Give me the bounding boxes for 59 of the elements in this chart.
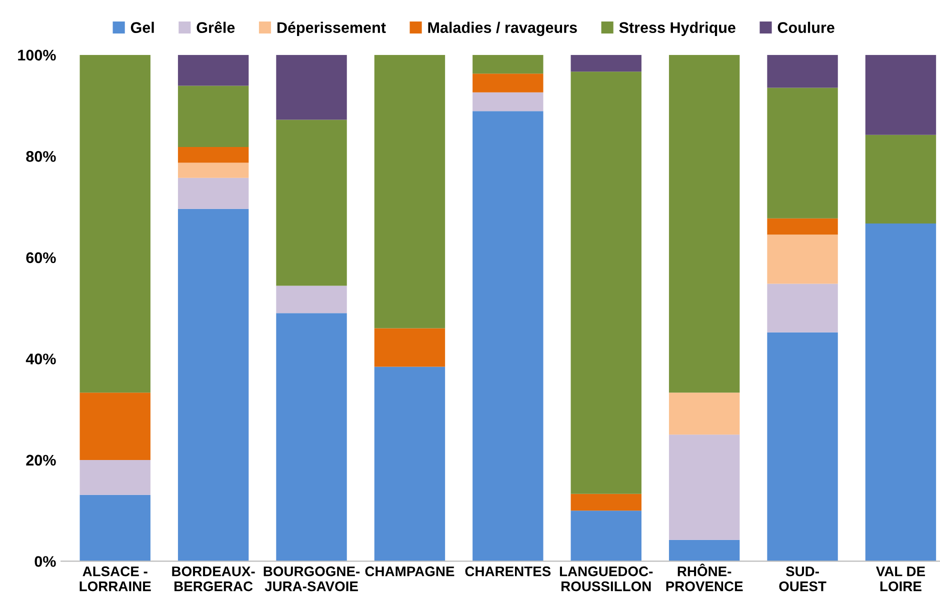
bar [472,92,544,112]
x-tick-label: BOURGOGNE- JURA-SAVOIE [264,566,360,592]
bar [865,54,936,135]
bar [80,460,150,495]
bar [767,332,838,562]
bar [374,328,446,367]
y-tick-label: 20% [26,454,56,466]
bar [178,178,249,209]
bar [767,218,838,235]
bar [570,510,642,562]
legend-label: Stress Hydrique [619,22,736,36]
legend-label: Déperissement [277,22,386,36]
y-tick-label: 40% [26,354,56,364]
bar [767,88,838,218]
bar [80,494,150,562]
x-tick-label: SUD- OUEST [779,566,826,592]
x-tick-label: CHAMPAGNE [365,566,454,576]
bar [767,234,838,284]
legend-label: Gel [130,22,154,33]
bar [276,54,347,120]
bar [374,54,446,328]
legend-label: Grêle [196,21,235,33]
bar [570,494,642,511]
y-tick-label: 80% [26,151,56,162]
x-tick-label: RHÔNE- PROVENCE [666,564,743,592]
bar [472,54,544,74]
x-tick-label: LANGUEDOC- ROUSSILLON [560,566,653,592]
bar [276,313,347,562]
bar [178,162,249,178]
bar [472,111,544,562]
x-tick-label: ALSACE - LORRAINE [80,566,151,592]
x-tick-label: VAL DE LOIRE [876,566,926,592]
bar [472,74,544,92]
x-tick-label: CHARENTES [465,566,551,576]
bar [767,284,838,332]
y-tick-label: 0% [34,556,56,567]
bar [178,208,249,562]
bar [570,54,642,72]
bar [767,54,838,88]
bar [668,540,740,562]
bar [668,434,740,540]
bar [276,120,347,286]
bar [276,286,347,314]
y-tick-label: 100% [18,50,56,61]
y-tick-label: 60% [26,252,56,264]
legend-label: Coulure [778,22,834,33]
bar [668,54,740,393]
bar [374,366,446,562]
bar [80,54,150,393]
bar [668,392,740,435]
bar [178,147,249,163]
bar [570,72,642,494]
bar [80,392,150,460]
bar [178,54,249,86]
legend-label: Maladies / ravageurs [428,22,577,36]
bar [178,86,249,148]
bar [865,224,936,562]
bar [865,134,936,224]
x-tick-label: BORDEAUX- BERGERAC [172,566,255,592]
